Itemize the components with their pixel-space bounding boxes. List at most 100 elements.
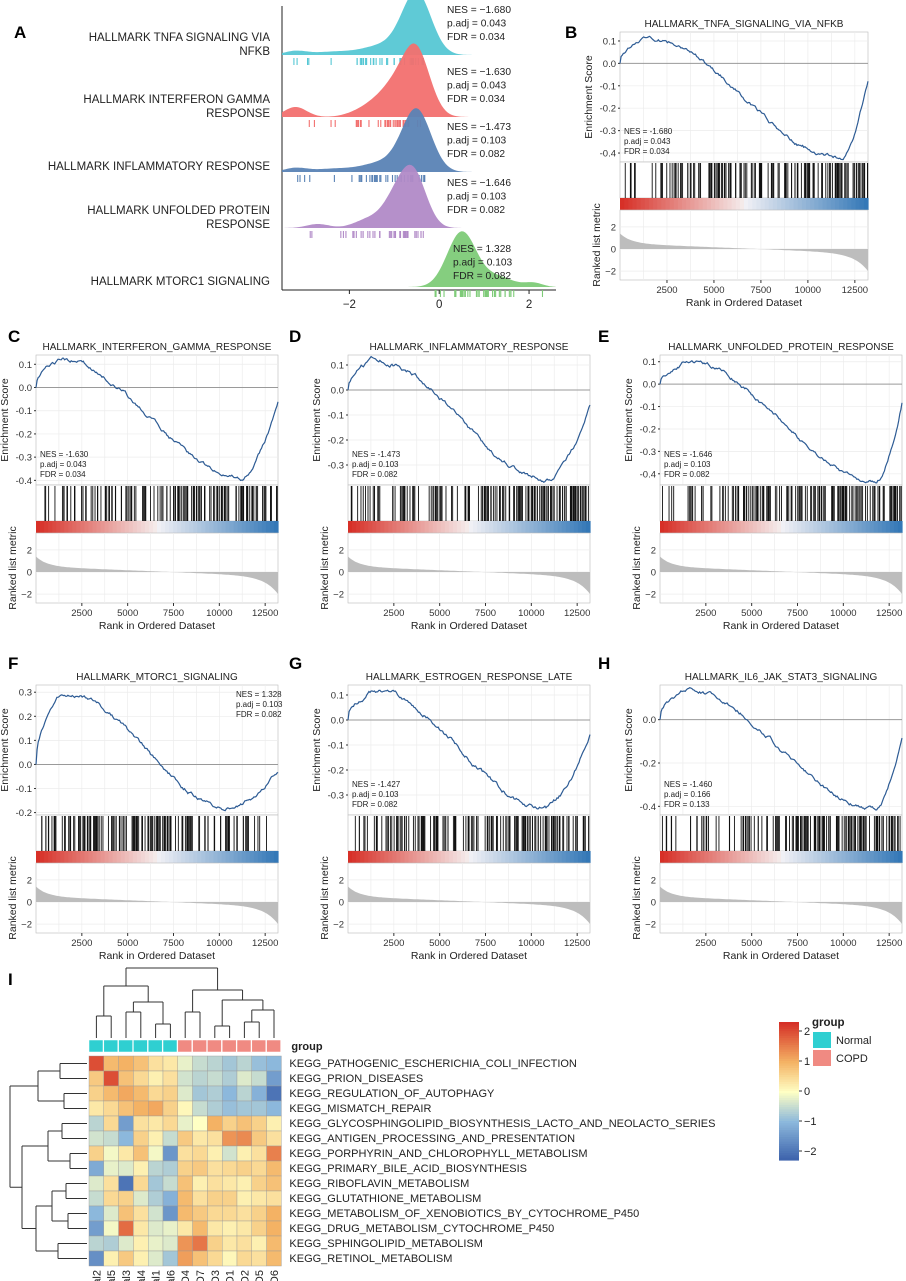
colorbar-segment	[779, 1084, 799, 1087]
rank-color-strip-segment	[889, 851, 895, 863]
panel-label-i: I	[8, 970, 13, 989]
rank-color-strip-segment	[797, 198, 803, 210]
heatmap-cell	[266, 1190, 282, 1207]
heatmap-cell	[133, 1235, 149, 1252]
rank-color-strip-segment	[732, 851, 738, 863]
es-y-tick-label: -0.1	[640, 402, 656, 413]
rank-color-strip-segment	[469, 521, 474, 533]
x-tick-label: 5000	[741, 608, 762, 619]
rank-color-strip-segment	[529, 521, 535, 533]
heatmap-cell	[133, 1190, 149, 1207]
rank-color-strip-segment	[676, 521, 681, 533]
colorbar-segment	[779, 1116, 799, 1120]
ridge-stat-text: NES = 1.328	[453, 244, 511, 255]
rank-color-strip-segment	[420, 521, 426, 533]
rank-color-strip-segment	[797, 521, 802, 533]
rank-color-strip-segment	[764, 521, 770, 533]
heatmap-cell	[251, 1145, 267, 1162]
rank-color-strip-segment	[456, 521, 462, 533]
rank-color-strip-segment	[748, 851, 754, 863]
group-annotation-cell	[133, 1039, 148, 1053]
x-tick-label: 5000	[117, 938, 138, 949]
rank-color-strip-segment	[553, 851, 559, 863]
ridge-row-label: HALLMARK INTERFERON GAMMA	[83, 94, 270, 106]
heatmap-cell	[177, 1175, 193, 1192]
gsea-plot-f: HALLMARK_MTORC1_SIGNALING 0.3 0.2 0.1 0.0 -0.…	[0, 672, 283, 962]
rank-color-strip-segment	[513, 521, 518, 533]
heatmap-cell	[118, 1055, 134, 1072]
gsea-plot-c: HALLMARK_INTERFERON_GAMMA_RESPONSE 0.1 0.0…	[0, 342, 279, 632]
rank-color-strip-segment	[744, 851, 750, 863]
rank-color-strip-segment	[464, 521, 470, 533]
rank-y-tick-label: 0	[339, 568, 344, 579]
colorbar-segment	[779, 1095, 799, 1099]
colorbar-segment	[779, 1033, 799, 1037]
rank-color-strip-segment	[861, 521, 867, 533]
rank-color-strip-segment	[352, 851, 357, 863]
heatmap-cell	[103, 1250, 119, 1267]
heatmap-cell	[177, 1160, 193, 1177]
heatmap-cell	[133, 1100, 149, 1117]
rank-color-strip-segment	[88, 851, 94, 863]
heatmap-cell	[207, 1100, 223, 1117]
heatmap-cell	[207, 1055, 223, 1072]
ridge-stat-text: p.adj = 0.103	[447, 192, 507, 203]
rank-color-strip-segment	[352, 521, 357, 533]
colorbar-segment	[779, 1079, 799, 1083]
heatmap-cell	[88, 1235, 105, 1252]
rank-y-tick-label: 0	[27, 568, 32, 579]
colorbar-segment	[779, 1042, 799, 1046]
heatmap-cell	[118, 1070, 134, 1087]
ridge-stat-text: p.adj = 0.103	[453, 258, 513, 269]
ridge-density	[282, 43, 556, 117]
rank-color-strip-segment	[672, 521, 677, 533]
rank-color-strip-segment	[173, 851, 178, 863]
heatmap-cell	[266, 1175, 282, 1192]
heatmap-cell	[162, 1115, 179, 1132]
rank-color-strip-segment	[84, 851, 90, 863]
rank-color-strip-segment	[509, 851, 514, 863]
rank-color-strip-segment	[837, 521, 843, 533]
rank-color-strip-segment	[885, 521, 891, 533]
es-y-tick-label: -0.3	[640, 447, 656, 458]
running-es-curve	[619, 35, 869, 161]
heatmap-cell	[251, 1190, 267, 1207]
heatmap-cell	[177, 1130, 193, 1147]
rank-color-strip-segment	[889, 521, 895, 533]
heatmap-cell	[207, 1250, 223, 1267]
heatmap-cell	[192, 1220, 208, 1237]
rank-color-strip-segment	[728, 521, 734, 533]
rank-color-strip-segment	[700, 851, 705, 863]
rank-color-strip-segment	[209, 521, 215, 533]
running-es-curve	[35, 357, 279, 482]
x-tick-label: 12500	[564, 938, 590, 949]
heatmap-cell	[192, 1175, 208, 1192]
heatmap-cell	[147, 1115, 164, 1132]
rank-color-strip-segment	[48, 851, 53, 863]
rank-color-strip-segment	[736, 851, 742, 863]
rank-color-strip-segment	[818, 198, 824, 210]
rank-color-strip-segment	[825, 521, 830, 533]
heatmap-cell	[147, 1220, 164, 1237]
rank-color-strip-segment	[863, 198, 869, 210]
rank-y-tick-label: 2	[651, 875, 656, 886]
gsea-title: HALLMARK_TNFA_SIGNALING_VIA_NFKB	[645, 19, 844, 30]
x-axis-label: Rank in Ordered Dataset	[686, 297, 802, 309]
rank-color-strip-segment	[356, 851, 361, 863]
colorbar-segment	[779, 1139, 799, 1143]
rank-color-strip-segment	[781, 198, 786, 210]
rank-color-strip-segment	[537, 521, 543, 533]
colorbar-segment	[779, 1141, 799, 1145]
colorbar-segment	[779, 1123, 799, 1127]
rank-color-strip-segment	[736, 521, 742, 533]
es-y-tick-label: 0.1	[603, 36, 616, 47]
rank-color-strip-segment	[136, 521, 142, 533]
heatmap-column-label: COPD6	[269, 1270, 281, 1281]
rank-color-strip-segment	[698, 198, 704, 210]
heatmap-cell	[251, 1175, 267, 1192]
x-tick-label: 7500	[163, 608, 184, 619]
x-tick-label: 2500	[695, 608, 716, 619]
rank-color-strip-segment	[664, 521, 669, 533]
rank-color-strip-segment	[826, 198, 832, 210]
